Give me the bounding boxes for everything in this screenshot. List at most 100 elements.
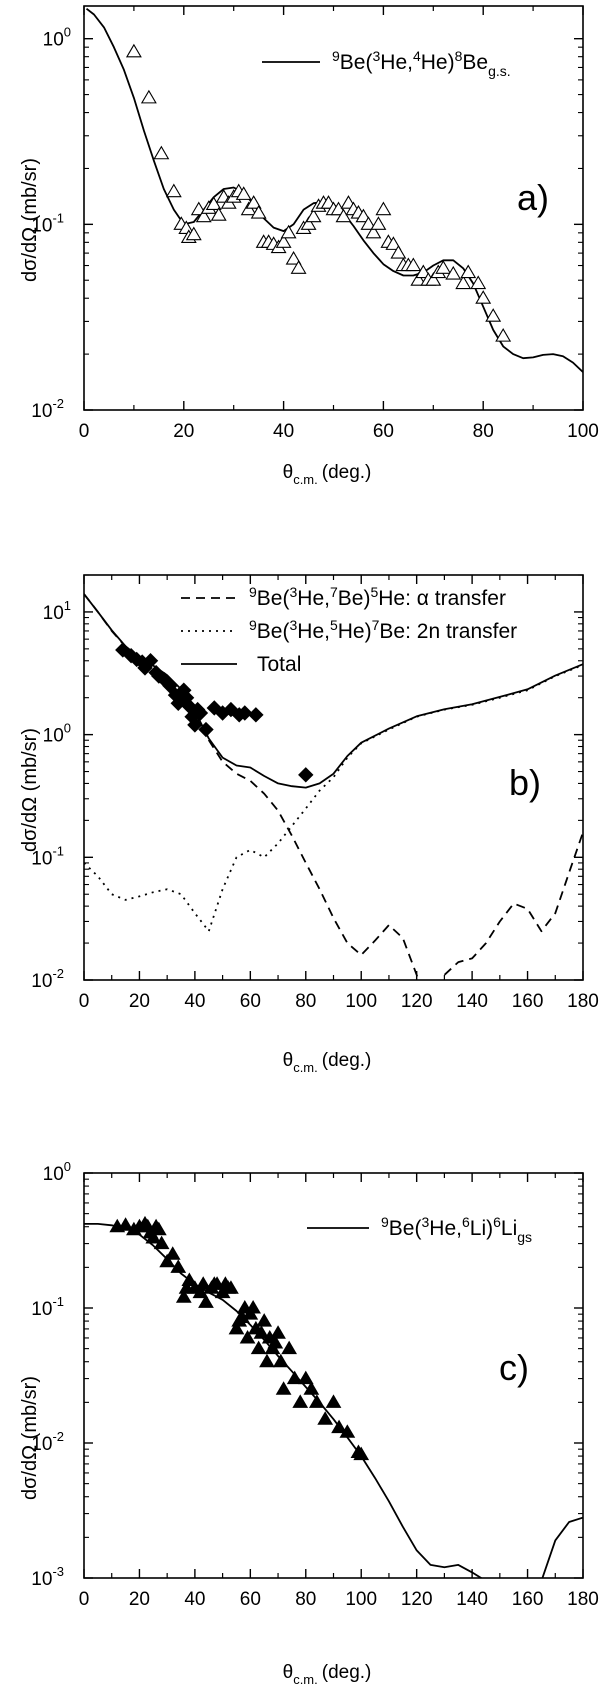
data-point <box>250 1340 267 1355</box>
data-point <box>275 1381 292 1395</box>
y-tick-exp: 0 <box>64 1159 71 1174</box>
data-point <box>187 717 203 733</box>
data-point <box>317 1411 334 1425</box>
data-point <box>270 1325 286 1339</box>
data-point <box>159 1253 176 1268</box>
x-tick-label: 20 <box>129 1589 150 1610</box>
legend-label: 9Be(3He,7Be)5He: α transfer <box>249 584 506 610</box>
y-tick-base: 10 <box>43 30 64 51</box>
data-point <box>178 220 195 235</box>
x-tick-label: 120 <box>401 1589 433 1610</box>
data-point <box>305 208 322 223</box>
data-point <box>164 1246 181 1260</box>
legend-label-part: He: α transfer <box>378 587 506 610</box>
legend-label-part: 3 <box>289 617 297 633</box>
data-point <box>335 208 352 223</box>
data-point <box>165 183 182 198</box>
data-point <box>405 257 422 272</box>
data-point <box>245 195 262 209</box>
data-point <box>290 260 307 274</box>
data-point <box>390 245 407 259</box>
x-tick-label: 160 <box>512 991 544 1012</box>
legend-label-part: Be( <box>389 1217 422 1240</box>
y-tick-base: 10 <box>43 603 64 624</box>
panel-b-xlabel: θc.m. (deg.) <box>283 1050 372 1075</box>
data-point <box>285 250 302 265</box>
x-tick-label: 0 <box>79 991 90 1012</box>
x-tick-label: 180 <box>567 1589 599 1610</box>
x-tick-label: 160 <box>512 1589 544 1610</box>
panel-label: a) <box>517 177 549 218</box>
x-tick-label: 120 <box>401 991 433 1012</box>
data-point <box>475 290 492 304</box>
y-tick-base: 10 <box>43 726 64 747</box>
legend-label-part: Be: 2n transfer <box>379 620 517 643</box>
data-point <box>272 1353 289 1368</box>
data-point <box>195 1276 212 1290</box>
y-tick-base: 10 <box>31 1299 52 1320</box>
y-tick-label: 101 <box>43 598 71 624</box>
legend-label-part: Be <box>462 51 488 74</box>
data-point <box>205 196 222 210</box>
legend-label-part: He, <box>297 587 330 610</box>
legend-label-part: 8 <box>455 48 463 64</box>
data-point <box>195 208 212 223</box>
x-tick-label: 40 <box>273 421 294 442</box>
data-point <box>117 1217 134 1231</box>
legend-label-part: g.s. <box>488 63 511 79</box>
panel-c-ylabel: dσ/dΩ (mb/sr) <box>19 1376 41 1500</box>
data-point <box>297 1370 314 1385</box>
data-point <box>300 216 317 230</box>
panel-label: c) <box>499 1347 529 1388</box>
legend-label-part: 5 <box>370 584 378 600</box>
data-point <box>237 705 253 721</box>
data-point <box>210 207 227 221</box>
legend-label: 9Be(3He,4He)8Beg.s. <box>332 48 511 79</box>
data-point <box>125 43 142 58</box>
data-point <box>353 1446 370 1461</box>
legend-label-part: 9 <box>381 1214 389 1230</box>
y-tick-label: 10-2 <box>31 966 64 992</box>
x-tick-label: 80 <box>295 1589 316 1610</box>
data-point <box>360 216 377 230</box>
data-point <box>140 89 157 104</box>
panel-a: 0 20 40 60 80 10010-210-11009Be(3He,4He)8Beg.… <box>31 5 599 442</box>
data-point <box>192 1284 209 1299</box>
data-point <box>248 707 264 723</box>
legend-label-part: 7 <box>330 584 338 600</box>
x-tick-label: 100 <box>345 991 377 1012</box>
data-point <box>339 1424 356 1438</box>
legend-label-part: 9 <box>249 584 257 600</box>
legend-label-part: Li) <box>470 1217 493 1240</box>
data-point <box>198 1294 214 1308</box>
data-point <box>250 204 267 219</box>
data-point <box>228 1320 245 1335</box>
legend-label-part: He) <box>338 620 372 643</box>
data-point <box>460 264 477 279</box>
data-point <box>435 260 452 274</box>
data-point <box>142 653 159 669</box>
data-point <box>162 678 178 694</box>
legend-label: 9Be(3He,6Li)6Ligs <box>381 1214 532 1245</box>
y-tick-base: 10 <box>31 401 52 422</box>
legend-label-part: He) <box>421 51 455 74</box>
legend-label-part: 4 <box>413 48 421 64</box>
x-tick-label: 40 <box>184 1589 205 1610</box>
legend-label-part: 3 <box>372 48 380 64</box>
panel-c-xlabel: θc.m. (deg.) <box>283 1662 372 1687</box>
data-point <box>275 234 292 248</box>
y-tick-exp: -3 <box>52 1564 64 1579</box>
data-point <box>415 264 432 279</box>
legend-label-part: Be) <box>338 587 371 610</box>
data-point <box>175 1289 192 1303</box>
data-point <box>239 1329 256 1344</box>
x-tick-label: 0 <box>79 1589 90 1610</box>
data-point <box>365 224 382 239</box>
data-point <box>192 705 209 721</box>
panel-c: 0 20 40 60 80 100 120 140 160 18010-310-210-11009… <box>31 1159 599 1610</box>
y-tick-exp: 0 <box>64 721 71 736</box>
y-tick-exp: -1 <box>52 843 64 858</box>
panel-a-ylabel: dσ/dΩ (mb/sr) <box>19 158 41 282</box>
legend-label-part: Be( <box>257 620 290 643</box>
data-point <box>153 145 170 160</box>
